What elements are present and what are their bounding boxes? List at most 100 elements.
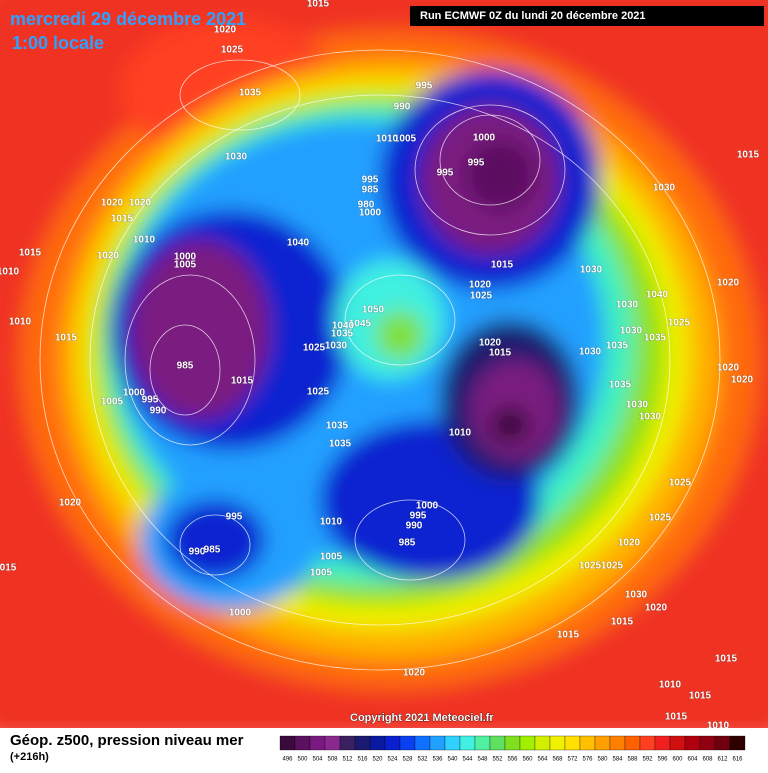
scale-swatch [549, 735, 566, 751]
scale-label: 548 [477, 757, 488, 763]
isobar-label: 1015 [689, 691, 712, 702]
isobar-label: 1015 [715, 654, 738, 665]
isobar-label: 1025 [307, 387, 330, 398]
isobar-label: 1035 [239, 88, 262, 99]
isobar-label: 1035 [644, 333, 667, 344]
isobar-label: 1030 [325, 341, 348, 352]
scale-label: 588 [627, 757, 638, 763]
isobar-label: 1030 [653, 183, 676, 194]
isobar-label: 1030 [626, 400, 649, 411]
isobar-label: 1010 [133, 235, 156, 246]
isobar-label: 1025 [470, 291, 493, 302]
isobar-label: 1020 [214, 25, 237, 36]
scale-swatch [414, 735, 431, 751]
isobar-label: 990 [394, 102, 411, 113]
scale-swatch [609, 735, 626, 751]
scale-swatch [519, 735, 536, 751]
isobar-label: 990 [150, 406, 167, 417]
scale-swatch [459, 735, 476, 751]
isobar [179, 59, 301, 131]
map-subtitle: 1:00 locale [12, 33, 104, 53]
isobar-label: 985 [362, 185, 379, 196]
isobar-labels: 1015102010251035103099599010009959951005… [0, 0, 760, 732]
isobar-label: 1015 [737, 150, 760, 161]
isobar [89, 94, 671, 626]
isobar-label: 1000 [229, 608, 252, 619]
isobar-label: 1015 [557, 630, 580, 641]
scale-swatch [429, 735, 446, 751]
isobar-label: 1005 [174, 260, 197, 271]
isobar-label: 990 [189, 547, 206, 558]
isobar [149, 324, 221, 416]
isobar-label: 995 [416, 81, 433, 92]
field-blue-sw [165, 500, 265, 580]
low-n-core [465, 140, 535, 210]
isobar-label: 1050 [362, 305, 385, 316]
isobar-label: 995 [226, 512, 243, 523]
isobar-label: 1015 [55, 333, 78, 344]
scale-label: 508 [327, 757, 338, 763]
isobar-label: 995 [362, 175, 379, 186]
footer-title: Géop. z500, pression niveau mer [10, 732, 244, 749]
scale-swatch [639, 735, 656, 751]
map-title: mercredi 29 décembre 2021 [10, 9, 246, 29]
scale-swatch [444, 735, 461, 751]
isobar-label: 995 [410, 511, 427, 522]
isobar-label: 995 [468, 158, 485, 169]
scale-swatch [594, 735, 611, 751]
isobar-label: 1015 [111, 214, 134, 225]
isobar-label: 1010 [376, 134, 399, 145]
isobar-label: 1010 [320, 517, 343, 528]
isobar-label: 1040 [332, 321, 355, 332]
scale-swatch [279, 735, 296, 751]
scale-label: 536 [432, 757, 443, 763]
scale-label: 544 [462, 757, 473, 763]
scale-label: 556 [507, 757, 518, 763]
isobar-label: 1035 [329, 439, 352, 450]
isobar-label: 1020 [403, 668, 426, 679]
isobar-label: 1015 [611, 617, 634, 628]
scale-label: 612 [717, 757, 728, 763]
scale-label: 552 [492, 757, 503, 763]
isobar-label: 995 [142, 395, 159, 406]
isobar-label: 980 [358, 200, 375, 211]
isobar-label: 1020 [59, 498, 82, 509]
isobar-label: 1000 [174, 252, 197, 263]
scale-swatch [504, 735, 521, 751]
scale-swatch [489, 735, 506, 751]
scale-swatch [339, 735, 356, 751]
isobar-label: 1020 [731, 375, 754, 386]
isobar-label: 1035 [331, 329, 354, 340]
isobar-label: 1030 [620, 326, 643, 337]
isobar-label: 1005 [320, 552, 343, 563]
scale-label: 496 [282, 757, 293, 763]
scale-label: 604 [687, 757, 698, 763]
isobar-label: 1020 [717, 278, 740, 289]
isobar-label: 1015 [307, 0, 330, 10]
isobar [344, 274, 456, 366]
scale-label: 516 [357, 757, 368, 763]
scale-label: 540 [447, 757, 458, 763]
isobar-label: 995 [437, 168, 454, 179]
isobar-label: 1020 [469, 280, 492, 291]
scale-label: 532 [417, 757, 428, 763]
isobar-label: 1000 [416, 501, 439, 512]
scale-label: 520 [372, 757, 383, 763]
isobars [39, 49, 721, 671]
scale-label: 568 [552, 757, 563, 763]
isobar-label: 1035 [326, 421, 349, 432]
isobar-label: 1020 [717, 363, 740, 374]
low-w [130, 240, 270, 420]
isobar-label: 1025 [649, 513, 672, 524]
copyright: Copyright 2021 Meteociel.fr [350, 712, 494, 724]
isobar-label: 1015 [231, 376, 254, 387]
isobar-label: 1030 [579, 347, 602, 358]
scale-label: 524 [387, 757, 398, 763]
isobar-label: 1015 [19, 248, 42, 259]
isobar-label: 1015 [665, 712, 688, 723]
isobar [179, 514, 251, 576]
scale-swatch [564, 735, 581, 751]
isobar [354, 499, 466, 581]
scale-label: 572 [567, 757, 578, 763]
scale-swatch [324, 735, 341, 751]
